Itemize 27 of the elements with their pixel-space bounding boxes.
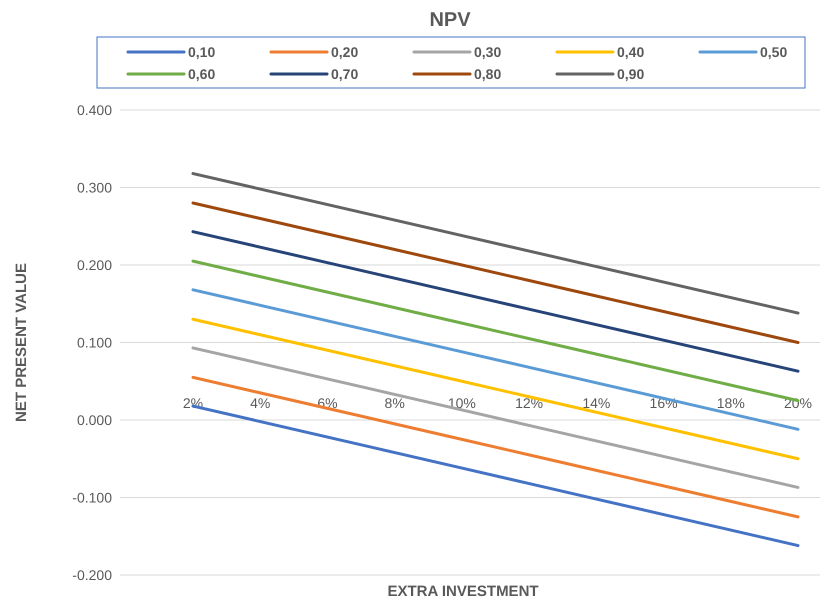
legend-label: 0,60: [188, 66, 216, 82]
x-tick-label: 8%: [384, 395, 405, 411]
line-series: [192, 172, 800, 315]
x-tick-label: 12%: [515, 395, 544, 411]
y-tick-label: 0.100: [76, 334, 112, 350]
legend-label: 0,20: [331, 44, 358, 60]
y-axis-title: NET PRESENT VALUE: [13, 263, 30, 422]
legend-label: 0,70: [331, 66, 358, 82]
y-tick-label: 0.300: [76, 180, 112, 196]
chart-title: NPV: [429, 9, 472, 31]
x-tick-label: 14%: [582, 395, 610, 411]
x-tick-label: 18%: [716, 395, 745, 411]
y-tick-label: -0.100: [72, 490, 112, 506]
legend-label: 0,80: [474, 66, 502, 82]
line-series: [192, 230, 800, 373]
legend-label: 0,50: [760, 44, 788, 60]
legend-label: 0,90: [617, 66, 644, 82]
line-series: [192, 202, 800, 344]
x-axis-title: EXTRA INVESTMENT: [387, 583, 539, 600]
legend-label: 0,40: [617, 44, 644, 60]
y-tick-label: 0.000: [76, 412, 112, 428]
y-tick-label: -0.200: [72, 567, 112, 583]
y-tick-label: 0.200: [76, 257, 112, 273]
x-tick-label: 4%: [250, 395, 270, 411]
legend-label: 0,30: [474, 44, 502, 60]
y-tick-label: 0.400: [76, 102, 112, 118]
legend-label: 0,10: [188, 44, 216, 60]
